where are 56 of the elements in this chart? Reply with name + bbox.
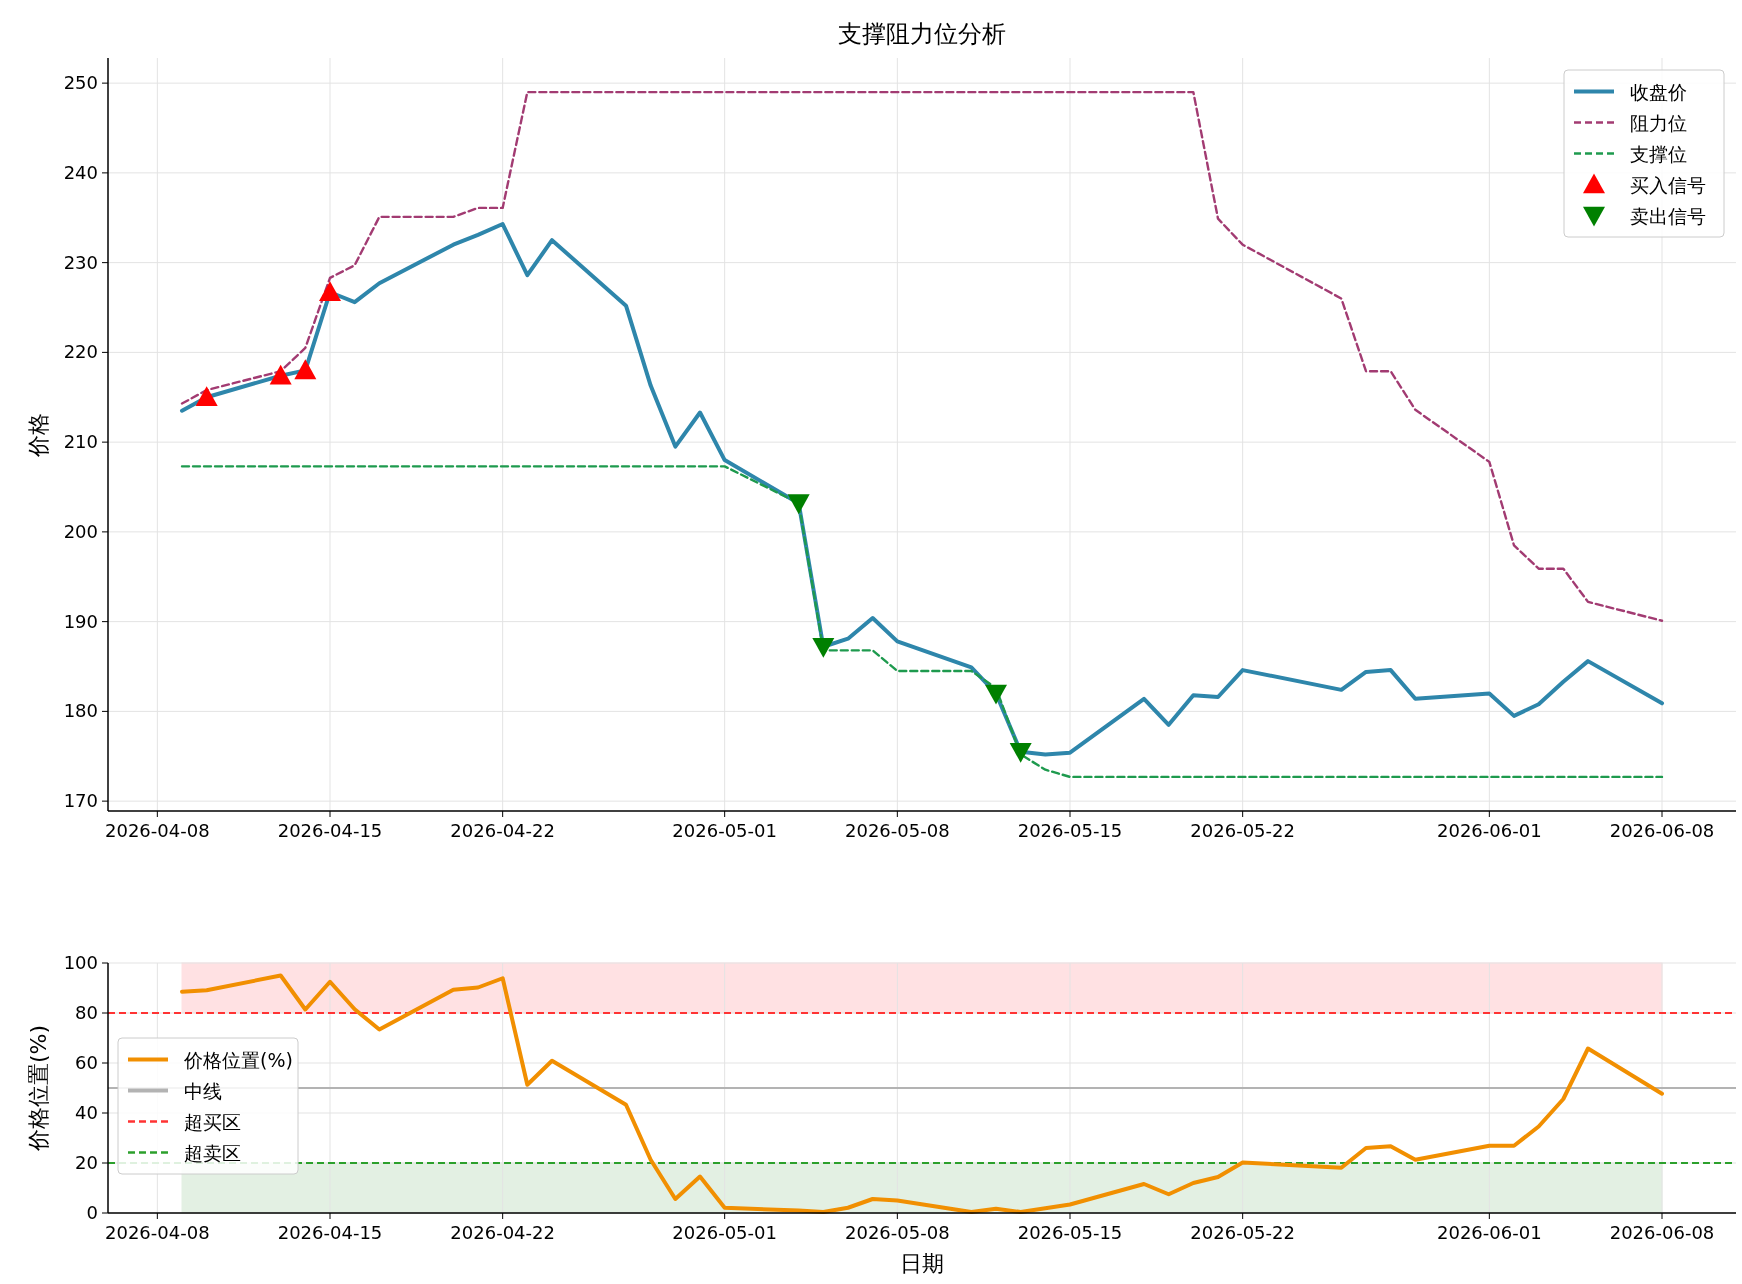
y-tick-label: 200 xyxy=(63,520,98,542)
x-tick-label: 2026-05-01 xyxy=(672,820,777,841)
x-axis-title: 日期 xyxy=(900,1251,944,1276)
x-tick-label: 2026-04-15 xyxy=(277,820,383,841)
ref-line-label: 超卖区 xyxy=(184,1141,241,1164)
point xyxy=(787,494,810,515)
x-tick-label: 2026-05-01 xyxy=(672,1222,777,1243)
legend-label: 卖出信号 xyxy=(1630,204,1706,227)
y-tick-label: 190 xyxy=(63,610,98,632)
x-tick-label: 2026-04-22 xyxy=(450,820,555,841)
legend-label: 价格位置(%) xyxy=(183,1048,293,1071)
y-tick-label: 170 xyxy=(63,790,98,812)
y-tick-label: 100 xyxy=(63,952,98,973)
x-tick-label: 2026-04-22 xyxy=(450,1222,555,1243)
x-tick-label: 2026-05-22 xyxy=(1190,820,1295,841)
x-tick-label: 2026-06-01 xyxy=(1437,820,1542,841)
y-tick-label: 40 xyxy=(75,1102,98,1123)
line-series xyxy=(180,973,1664,1214)
y-tick-label: 60 xyxy=(75,1052,98,1073)
legend-label: 支撑位 xyxy=(1630,142,1687,165)
point xyxy=(195,386,218,407)
y-axis-title: 价格位置(%) xyxy=(26,1024,51,1153)
point xyxy=(1009,742,1032,763)
legend-label: 买入信号 xyxy=(1630,173,1706,196)
y-tick-label: 20 xyxy=(75,1152,98,1173)
y-tick-label: 220 xyxy=(63,341,98,363)
y-tick-label: 0 xyxy=(86,1202,98,1223)
chart-title: 支撑阻力位分析 xyxy=(838,20,1006,48)
y-tick-label: 210 xyxy=(63,431,98,453)
legend-label: 收盘价 xyxy=(1630,80,1687,103)
ref-line-label: 中线 xyxy=(184,1079,222,1102)
legend-label: 超买区 xyxy=(184,1110,241,1133)
legend-label: 阻力位 xyxy=(1630,111,1687,134)
x-tick-label: 2026-05-15 xyxy=(1017,820,1123,841)
x-tick-label: 2026-06-08 xyxy=(1609,1222,1715,1243)
point xyxy=(294,359,317,380)
line-series xyxy=(180,465,1664,779)
x-tick-label: 2026-05-15 xyxy=(1017,1222,1123,1243)
y-tick-label: 240 xyxy=(63,161,98,183)
x-tick-label: 2026-06-01 xyxy=(1437,1222,1542,1243)
y-tick-label: 180 xyxy=(63,700,98,722)
x-tick-label: 2026-05-22 xyxy=(1190,1222,1295,1243)
point xyxy=(319,281,341,302)
x-tick-label: 2026-05-08 xyxy=(845,820,950,841)
x-tick-label: 2026-06-08 xyxy=(1609,820,1715,841)
x-tick-label: 2026-04-08 xyxy=(105,820,210,841)
point xyxy=(812,637,835,658)
point xyxy=(269,364,292,385)
y-axis-title: 价格 xyxy=(26,412,51,458)
x-tick-label: 2026-05-08 xyxy=(845,1222,950,1243)
x-tick-label: 2026-04-15 xyxy=(277,1222,383,1243)
x-tick-label: 2026-04-08 xyxy=(105,1222,210,1243)
y-tick-label: 80 xyxy=(75,1002,98,1023)
y-tick-label: 250 xyxy=(63,72,98,94)
y-tick-label: 230 xyxy=(63,251,98,273)
point xyxy=(985,684,1007,705)
